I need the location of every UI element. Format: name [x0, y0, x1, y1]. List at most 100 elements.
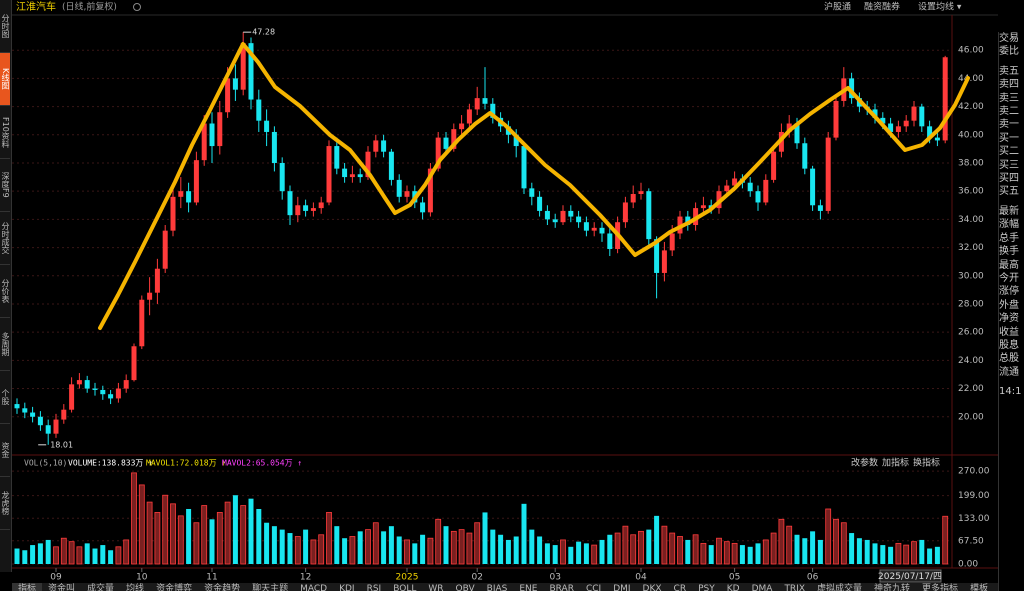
indicator-tab[interactable]: RSI — [366, 584, 382, 591]
candle-body — [287, 191, 293, 216]
volume-bar — [115, 546, 122, 565]
volume-bar — [294, 536, 301, 565]
volume-bar — [661, 525, 668, 565]
indicator-tab[interactable]: ENE — [519, 584, 538, 591]
volume-bar — [778, 518, 785, 565]
volume-bar — [131, 472, 137, 565]
candle-body — [123, 380, 129, 389]
candle-body — [240, 43, 246, 90]
sidebar-tab[interactable]: 深度F9 — [0, 159, 10, 212]
indicator-tab[interactable]: BIAS — [486, 584, 508, 591]
candle-body — [225, 78, 231, 113]
indicator-tab[interactable]: DMI — [613, 584, 631, 591]
toolbar-link[interactable]: 设置均线 ▾ — [918, 1, 962, 13]
indicator-tab[interactable]: DKX — [642, 584, 662, 591]
indicator-tab[interactable]: DMA — [751, 584, 773, 591]
volume-bar — [53, 546, 59, 565]
volume-bar — [349, 536, 356, 565]
volume-bar — [529, 529, 535, 564]
sidebar-tab[interactable]: F10资料 — [0, 106, 10, 159]
toolbar-link[interactable]: 沪股通 — [824, 1, 851, 13]
indicator-tab[interactable]: CCI — [585, 584, 602, 591]
y-tick-label: 32.00 — [958, 243, 984, 253]
volume-bar — [108, 550, 114, 564]
indicator-button[interactable]: 换指标 — [913, 457, 940, 469]
volume-bar — [895, 542, 902, 565]
volume-bar — [700, 542, 707, 565]
candle-body — [560, 210, 566, 223]
indicator-tab[interactable]: 聊天主题 — [252, 584, 289, 591]
candle-body — [919, 106, 925, 127]
indicator-tab[interactable]: TRIX — [784, 584, 806, 591]
y-tick-label: 40.00 — [958, 130, 984, 140]
indicator-tab[interactable]: BRAR — [549, 584, 574, 591]
candle-body — [817, 205, 823, 211]
volume-bar — [412, 543, 418, 564]
indicator-tab[interactable]: KDJ — [339, 584, 355, 591]
volume-bar — [552, 545, 558, 564]
sidebar-tab[interactable]: 分时图 — [0, 0, 10, 53]
indicator-tab[interactable]: 资金叫 — [48, 584, 76, 591]
y-tick-label: 36.00 — [958, 187, 984, 197]
candle-body — [466, 109, 472, 124]
indicator-tab[interactable]: KD — [726, 584, 740, 591]
volume-bar — [404, 539, 410, 565]
indicator-tab[interactable]: 更多指标 — [922, 584, 959, 591]
candle-body — [552, 219, 558, 223]
candle-body — [443, 137, 449, 149]
sidebar-tab[interactable]: 龙虎榜 — [0, 477, 10, 530]
volume-bar — [37, 543, 43, 564]
indicator-tab[interactable]: 资金趋势 — [204, 584, 241, 591]
indicator-tab[interactable]: 成交量 — [87, 584, 115, 591]
volume-bar — [560, 539, 566, 565]
candle-body — [576, 216, 582, 223]
sidebar-tab[interactable]: 个股 — [0, 371, 10, 424]
volume-bar — [474, 522, 481, 565]
volume-bar — [583, 543, 589, 564]
volume-bar — [458, 529, 465, 565]
quote-label: 买五 — [999, 186, 1019, 198]
candle-body — [451, 129, 457, 149]
volume-bar — [209, 519, 215, 564]
candle-body — [69, 384, 75, 410]
sidebar-tab[interactable]: 分时成交 — [0, 212, 10, 265]
indicator-button[interactable]: 加指标 — [882, 457, 909, 469]
toolbar-link[interactable]: 融资融券 — [864, 1, 900, 13]
candle-body — [732, 178, 738, 186]
volume-bar — [334, 526, 340, 564]
indicator-tab[interactable]: WR — [428, 584, 444, 591]
indicator-tab[interactable]: 模板 — [970, 584, 989, 591]
sidebar-tab[interactable]: K线图 — [0, 53, 10, 106]
indicator-button[interactable]: 改参数 — [851, 457, 878, 469]
candle-body — [232, 78, 238, 90]
volume-bar — [537, 536, 543, 564]
volume-bar — [138, 484, 145, 565]
candle-body — [37, 416, 43, 426]
indicator-tab[interactable]: 均线 — [126, 584, 145, 591]
indicator-tab[interactable]: MACD — [300, 584, 328, 591]
candle-body — [131, 346, 137, 381]
indicator-tab[interactable]: 虚拟成交量 — [817, 584, 863, 591]
sidebar-tab[interactable]: 资金 — [0, 424, 10, 477]
indicator-tab[interactable]: PSY — [698, 584, 715, 591]
settings-icon[interactable] — [133, 3, 141, 11]
indicator-tab[interactable]: 指标 — [12, 583, 43, 591]
candle-body — [92, 388, 98, 390]
quote-label: 最高 — [999, 259, 1019, 271]
x-tick-label: 2025 — [396, 573, 419, 583]
indicator-tab[interactable]: 资金博弈 — [156, 584, 193, 591]
indicator-tab[interactable]: CR — [673, 584, 687, 591]
indicator-tab[interactable]: BOLL — [393, 584, 417, 591]
candle-body — [872, 109, 878, 118]
volume-bar — [723, 541, 730, 565]
candle-body — [357, 174, 363, 178]
volume-bar — [264, 522, 270, 564]
quote-label: 卖五 — [999, 65, 1019, 77]
indicator-tab[interactable]: OBV — [455, 584, 475, 591]
indicator-tab[interactable]: 神奇九转 — [874, 584, 911, 591]
sidebar-tab[interactable]: 分价表 — [0, 265, 10, 318]
volume-bar — [490, 529, 496, 564]
candle-body — [61, 409, 67, 420]
sidebar-tab[interactable]: 多周期 — [0, 318, 10, 371]
